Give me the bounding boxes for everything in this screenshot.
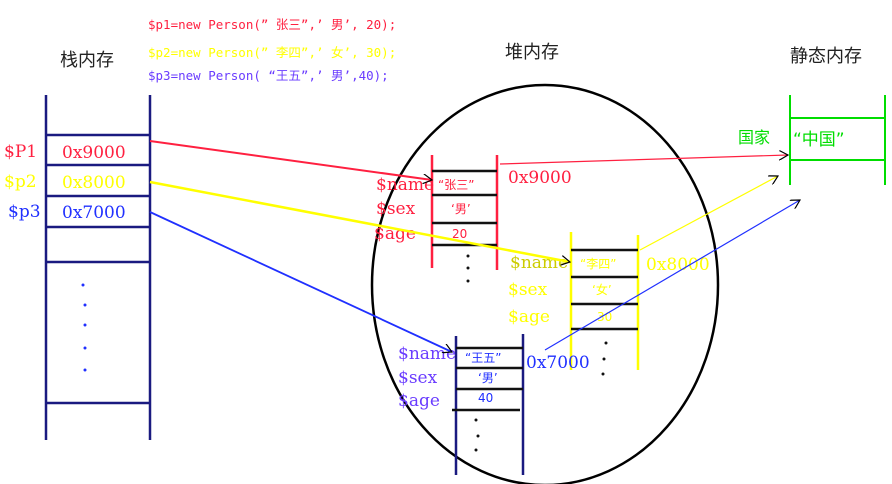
heap-title: 堆内存 <box>505 42 559 63</box>
value-sex: ‘女’ <box>592 282 612 297</box>
arrow-p1-to-object <box>149 140 432 180</box>
arrow-object2-to-static <box>639 176 778 251</box>
value-age: 30 <box>597 310 612 324</box>
stack-value-p3: 0x7000 <box>62 203 126 223</box>
object-address: 0x8000 <box>646 255 710 275</box>
stack-column <box>44 95 152 440</box>
stack-value-p1: 0x9000 <box>62 143 126 163</box>
code-line-p3: $p3=new Person( “王五”,’ 男’,40); <box>148 68 389 83</box>
field-sex: $sex <box>508 280 548 300</box>
value-age: 20 <box>452 227 467 241</box>
code-line-p1: $p1=new Person(” 张三”,’ 男’, 20); <box>148 17 396 32</box>
heap-object-1: $name $sex $age “张三” ‘男’ 20 0x9000 <box>374 155 572 283</box>
code-line-p2: $p2=new Person(” 李四”,’ 女’, 30); <box>148 45 396 60</box>
stack-title: 栈内存 <box>60 50 114 71</box>
static-field-value: “中国” <box>793 130 845 150</box>
field-age: $age <box>398 391 440 411</box>
arrow-p2-to-object <box>149 180 570 262</box>
value-name: “李四” <box>580 256 616 271</box>
field-age: $age <box>374 224 416 244</box>
object-address: 0x7000 <box>526 353 590 373</box>
value-name: “张三” <box>438 178 474 192</box>
object-address: 0x9000 <box>508 168 572 188</box>
value-sex: ‘男’ <box>451 202 471 216</box>
value-age: 40 <box>478 391 493 405</box>
static-memory-box <box>789 95 886 185</box>
arrow-object3-to-static <box>544 200 800 351</box>
field-age: $age <box>508 307 550 327</box>
heap-region <box>370 83 720 484</box>
field-sex: $sex <box>376 199 416 219</box>
static-field-label: 国家 <box>738 128 770 147</box>
heap-object-3: $name $sex $age “王五” ‘男’ 40 0x7000 <box>398 334 590 475</box>
reference-arrows <box>149 140 800 352</box>
stack-var-p1: $P1 <box>4 142 37 162</box>
stack-ellipsis <box>81 283 87 372</box>
value-name: “王五” <box>465 351 501 365</box>
arrow-p3-to-object <box>149 211 452 352</box>
stack-var-p2: $p2 <box>4 172 37 192</box>
heap-object-2: $name $sex $age “李四” ‘女’ 30 0x8000 <box>508 232 710 376</box>
static-title: 静态内存 <box>790 46 862 67</box>
stack-var-p3: $p3 <box>8 202 41 222</box>
value-sex: ‘男’ <box>478 371 498 385</box>
stack-value-p2: 0x8000 <box>62 173 126 193</box>
field-name: $name <box>398 344 456 364</box>
field-sex: $sex <box>398 368 438 388</box>
field-name: $name <box>376 175 434 195</box>
arrow-object1-to-static <box>499 155 788 165</box>
